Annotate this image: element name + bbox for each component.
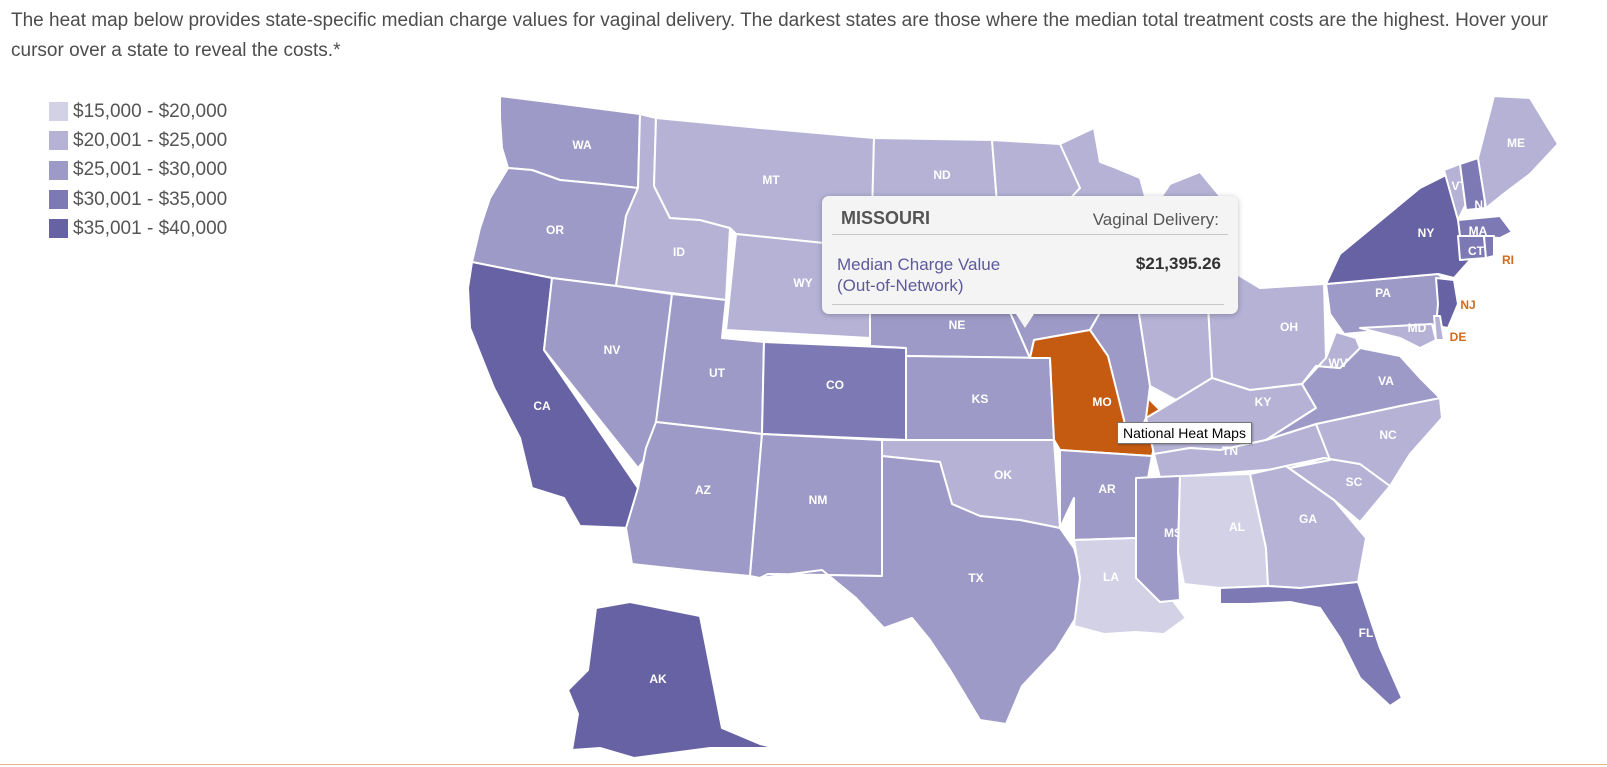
tooltip-metric-value: $21,395.26 [1135, 254, 1221, 273]
hover-tooltip: National Heat Maps [1117, 422, 1252, 444]
state-label-mi: MI [1237, 259, 1250, 273]
tooltip-metric-label: Median Charge Value (Out-of-Network) [837, 255, 1001, 295]
legend-swatch [49, 219, 68, 239]
state-ma[interactable] [1457, 215, 1513, 239]
state-mt[interactable] [653, 117, 875, 249]
legend-item: $35,001 - $40,000 [49, 214, 227, 243]
legend-swatch [49, 160, 68, 180]
tooltip-divider [832, 304, 1224, 305]
state-label-ri: RI [1502, 253, 1514, 267]
state-de[interactable] [1433, 315, 1445, 341]
state-label-nj: NJ [1460, 298, 1475, 312]
tooltip-header: MISSOURI Vaginal Delivery: [832, 206, 1228, 235]
state-wv[interactable] [1301, 331, 1361, 385]
legend-swatch [49, 102, 68, 122]
state-nm[interactable] [749, 433, 883, 579]
legend-item: $15,000 - $20,000 [49, 97, 227, 126]
state-ct[interactable] [1457, 235, 1487, 261]
legend-label: $25,001 - $30,000 [73, 159, 228, 181]
state-fl[interactable] [1219, 581, 1403, 707]
legend-label: $35,001 - $40,000 [73, 217, 228, 239]
us-heat-map: WAORCAIDNVMTWYUTAZCONMNDSDNEKSOKTXMNIAMO… [467, 95, 1559, 759]
legend-swatch [49, 190, 68, 210]
state-ms[interactable] [1135, 475, 1181, 603]
tooltip-title: Vaginal Delivery: [1092, 210, 1219, 229]
state-nj[interactable] [1435, 277, 1459, 329]
state-ak[interactable] [567, 601, 777, 759]
state-me[interactable] [1477, 95, 1559, 209]
legend-swatch [49, 131, 68, 151]
state-ri[interactable] [1483, 235, 1495, 259]
state-tooltip: MISSOURI Vaginal Delivery: Median Charge… [822, 196, 1238, 328]
state-az[interactable] [625, 421, 763, 577]
legend-label: $15,000 - $20,000 [73, 100, 228, 122]
legend-item: $20,001 - $25,000 [49, 126, 227, 155]
state-ny[interactable] [1325, 173, 1471, 285]
state-co[interactable] [761, 341, 907, 441]
tooltip-state-name: MISSOURI [841, 208, 931, 228]
legend: $15,000 - $20,000 $20,001 - $25,000 $25,… [49, 97, 227, 243]
state-md[interactable] [1359, 323, 1437, 349]
page-divider [0, 764, 1607, 765]
state-label-de: DE [1450, 330, 1467, 344]
legend-item: $25,001 - $30,000 [49, 156, 227, 185]
state-tx[interactable] [759, 455, 1089, 725]
legend-label: $20,001 - $25,000 [73, 129, 228, 151]
legend-label: $30,001 - $35,000 [73, 188, 228, 210]
state-ks[interactable] [905, 355, 1055, 441]
intro-text: The heat map below provides state-specif… [11, 10, 1548, 61]
legend-item: $30,001 - $35,000 [49, 185, 227, 214]
